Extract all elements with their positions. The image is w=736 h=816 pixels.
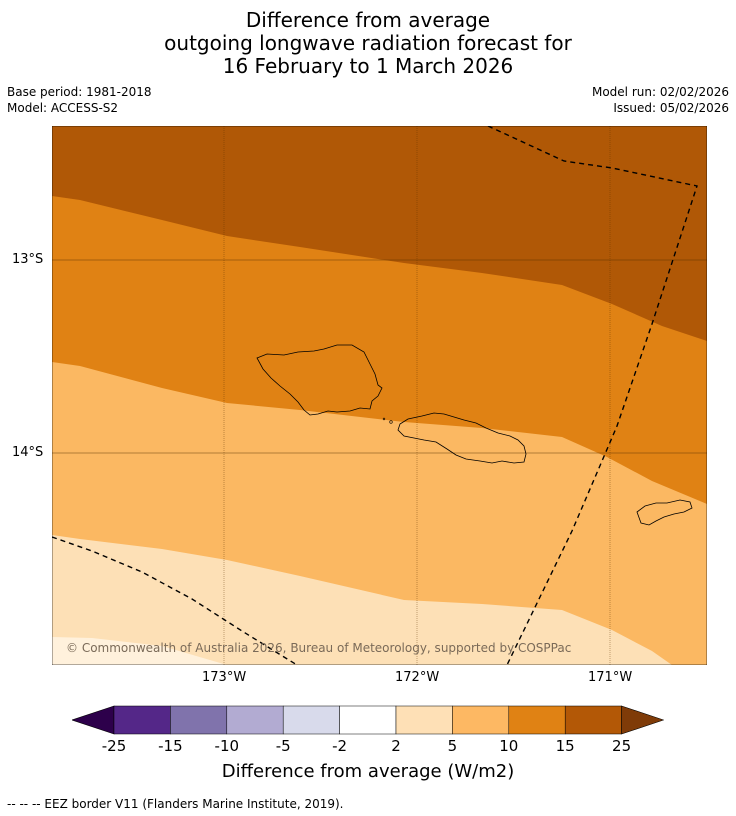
eez-footnote: -- -- -- EEZ border V11 (Flanders Marine… <box>7 797 344 811</box>
eez-border-east <box>487 126 698 665</box>
colorbar <box>72 705 664 735</box>
model-name: Model: ACCESS-S2 <box>7 101 119 115</box>
colorbar-segment <box>564 705 622 735</box>
model-run: Model run: 02/02/2026 <box>591 85 729 99</box>
lat-label-14s: 14°S <box>12 445 44 460</box>
lon-label-172w: 172°W <box>395 670 440 685</box>
lon-label-173w: 173°W <box>202 670 247 685</box>
colorbar-tick-label: -15 <box>158 737 183 755</box>
colorbar-tick-label: 10 <box>499 737 519 755</box>
issued-date: Issued: 05/02/2026 <box>613 101 729 115</box>
colorbar-tick-label: 15 <box>555 737 575 755</box>
colorbar-segment <box>170 705 228 735</box>
base-period: Base period: 1981-2018 <box>7 85 152 99</box>
title-line-1: Difference from average <box>245 8 491 32</box>
savaii-island <box>256 344 383 416</box>
colorbar-tick-label: -5 <box>275 737 291 755</box>
title-line-3: 16 February to 1 March 2026 <box>222 54 514 78</box>
title-line-2: outgoing longwave radiation forecast for <box>164 31 572 55</box>
colorbar-title: Difference from average (W/m2) <box>221 761 515 782</box>
colorbar-tick-label: 25 <box>612 737 632 755</box>
colorbar-segment <box>226 705 284 735</box>
band-pale <box>52 535 672 665</box>
colorbar-tick-label: -25 <box>101 737 127 755</box>
anomaly-map <box>52 126 707 665</box>
colorbar-extend-low <box>72 705 115 735</box>
islet-1 <box>389 420 393 424</box>
lat-label-13s: 13°S <box>12 252 44 267</box>
colorbar-segment <box>395 705 453 735</box>
tutuila-island <box>636 499 693 526</box>
colorbar-tick-label: -2 <box>332 737 348 755</box>
colorbar-segment <box>452 705 510 735</box>
colorbar-segment <box>339 705 397 735</box>
colorbar-tick-label: -10 <box>214 737 240 755</box>
colorbar-extend-high <box>621 705 664 735</box>
lon-label-171w: 171°W <box>588 670 633 685</box>
colorbar-tick-label: 2 <box>391 737 401 755</box>
parallels <box>52 259 707 454</box>
upolu-island <box>397 412 527 464</box>
copyright-notice: © Commonwealth of Australia 2026, Bureau… <box>66 641 572 655</box>
colorbar-tick-label: 5 <box>447 737 458 755</box>
islet-2 <box>382 417 386 421</box>
colorbar-segment <box>113 705 171 735</box>
colorbar-segment <box>282 705 340 735</box>
band-lightest <box>52 637 227 665</box>
colorbar-segment <box>508 705 566 735</box>
